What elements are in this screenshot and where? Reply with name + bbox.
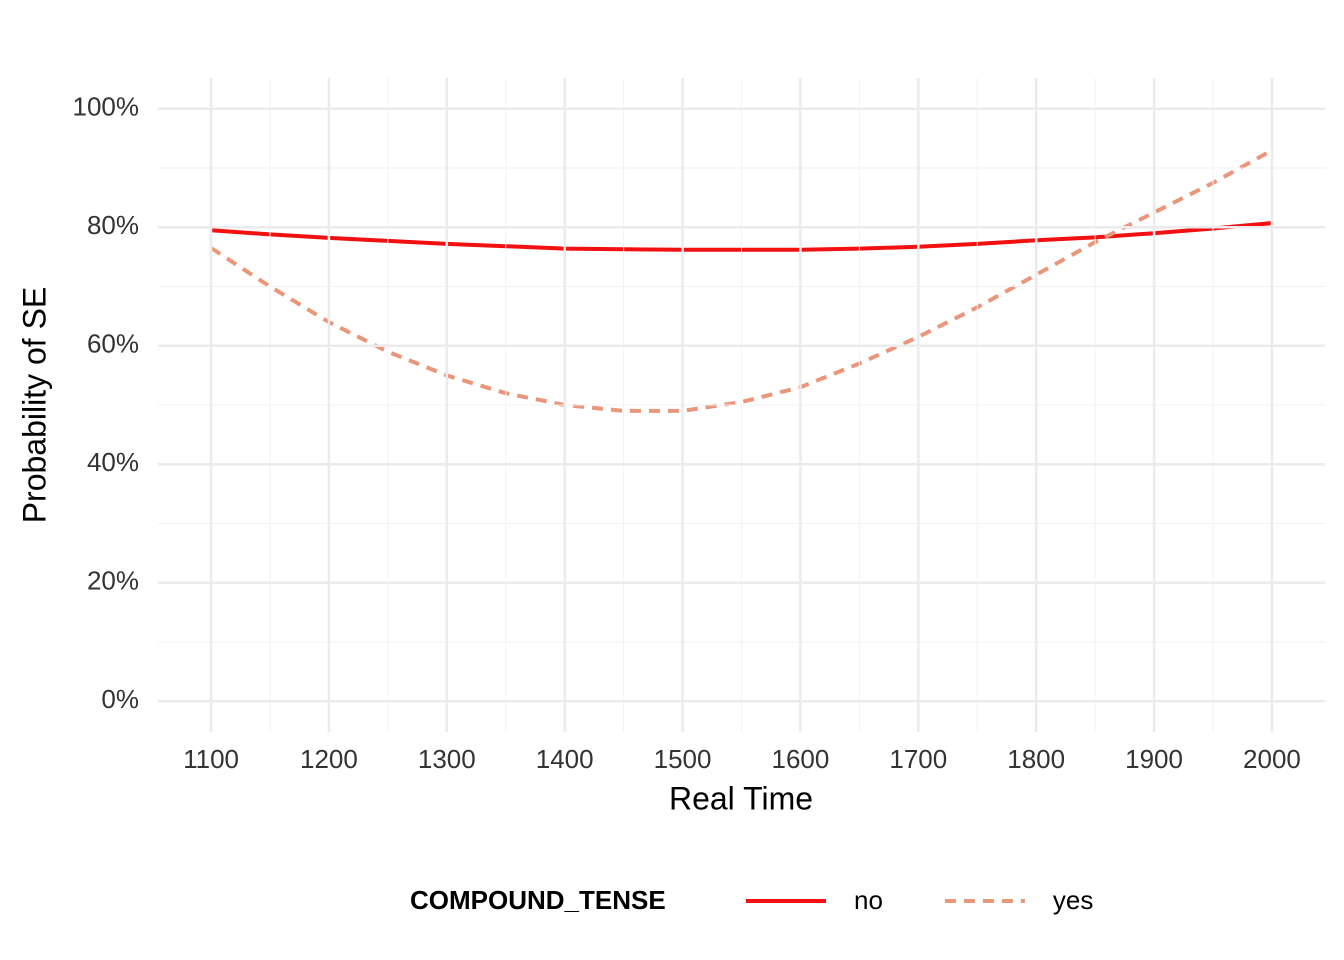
x-tick-label: 1200 [300,744,358,774]
x-tick-label: 1100 [183,744,239,774]
x-tick-label: 1800 [1007,744,1065,774]
x-axis-title: Real Time [669,780,813,816]
legend-label: yes [1053,885,1093,915]
y-tick-label: 100% [73,92,140,122]
x-tick-label: 1400 [536,744,594,774]
y-tick-label: 80% [87,210,139,240]
x-tick-label: 1600 [772,744,830,774]
x-tick-label: 1300 [418,744,476,774]
legend-label: no [854,885,883,915]
legend: no yes [746,885,1093,915]
y-tick-label: 0% [101,684,139,714]
grid [158,78,1325,732]
y-tick-label: 60% [87,329,139,359]
x-tick-label: 1900 [1125,744,1183,774]
tick-labels: 1100 1200 1300 1400 1500 1600 1700 1800 1900 2000… [73,92,1301,774]
y-axis-title: Probability of SE [16,287,52,524]
x-tick-label: 1700 [889,744,947,774]
legend-title: COMPOUND_TENSE [410,885,666,915]
x-tick-label: 1500 [654,744,712,774]
y-tick-label: 40% [87,447,139,477]
y-tick-label: 20% [87,566,139,596]
x-tick-label: 2000 [1243,744,1301,774]
